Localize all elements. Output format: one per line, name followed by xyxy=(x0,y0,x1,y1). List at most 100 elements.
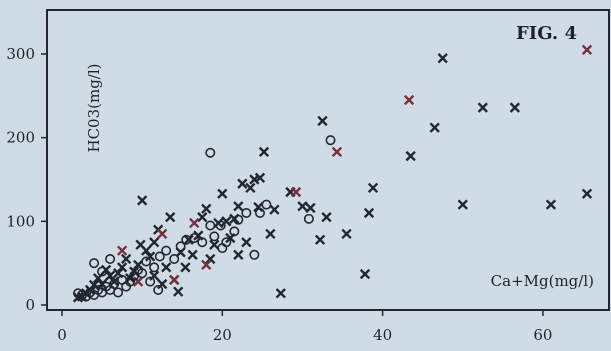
data-point-cross xyxy=(221,216,232,227)
data-point-cross xyxy=(157,228,168,240)
data-point-cross xyxy=(457,199,468,210)
plot-frame xyxy=(46,9,610,311)
data-point-cross xyxy=(403,94,415,106)
data-point-circle xyxy=(145,276,156,287)
data-point-circle xyxy=(229,226,240,237)
data-point-cross xyxy=(135,239,146,250)
cross-stroke xyxy=(258,146,270,158)
cross-stroke xyxy=(241,237,252,248)
cross-stroke xyxy=(217,188,228,199)
data-point-circle xyxy=(113,287,124,298)
data-point-circle xyxy=(261,199,272,210)
data-point-cross xyxy=(145,251,156,262)
data-point-circle xyxy=(169,253,180,264)
cross-stroke xyxy=(213,217,224,229)
cross-stroke xyxy=(297,201,308,212)
data-point-cross xyxy=(173,286,184,297)
data-point-cross xyxy=(183,234,194,245)
data-point-cross xyxy=(581,44,593,55)
data-point-cross xyxy=(108,276,120,287)
data-point-cross xyxy=(405,150,416,162)
cross-stroke xyxy=(317,115,328,127)
data-point-cross xyxy=(132,259,144,270)
cross-stroke xyxy=(165,212,176,223)
data-point-cross xyxy=(213,217,224,229)
data-point-circle xyxy=(215,220,226,231)
cross-stroke xyxy=(290,186,302,198)
data-point-cross xyxy=(258,146,270,158)
y-tick-label: 300 xyxy=(6,45,35,63)
data-point-cross xyxy=(321,212,332,223)
data-point-circle xyxy=(233,214,244,225)
cross-stroke xyxy=(269,204,280,215)
data-point-circle xyxy=(117,274,128,285)
data-point-cross xyxy=(180,262,191,273)
cross-stroke xyxy=(135,239,146,250)
data-point-cross xyxy=(233,201,244,212)
data-point-circle xyxy=(153,284,164,295)
cross-stroke xyxy=(429,122,440,133)
data-point-cross xyxy=(116,262,128,273)
cross-stroke xyxy=(201,203,212,214)
data-point-cross xyxy=(363,207,375,219)
data-point-cross xyxy=(341,228,352,240)
data-point-cross xyxy=(104,270,116,281)
data-point-cross xyxy=(297,201,308,212)
data-point-cross xyxy=(265,228,276,240)
data-point-cross xyxy=(367,182,379,194)
cross-stroke xyxy=(183,234,194,245)
data-point-circle xyxy=(254,207,265,218)
y-tick-label: 100 xyxy=(6,212,35,230)
axis-tick-labels: 0 20 40 60 0 100 200 300 xyxy=(6,45,552,344)
cross-stroke xyxy=(545,199,557,210)
data-point-cross xyxy=(429,122,440,133)
data-point-cross xyxy=(197,212,208,223)
data-point-cross xyxy=(249,174,260,185)
cross-stroke xyxy=(245,182,256,194)
cross-stroke xyxy=(173,286,184,297)
data-point-circle xyxy=(205,220,216,231)
x-tick-label: 40 xyxy=(373,326,392,344)
data-point-circle xyxy=(249,249,260,260)
data-point-circle xyxy=(73,288,84,299)
cross-stroke xyxy=(265,228,276,240)
data-point-cross xyxy=(509,102,521,113)
cross-stroke xyxy=(477,102,488,113)
cross-stroke xyxy=(331,146,343,158)
cross-stroke xyxy=(233,201,244,212)
data-point-cross xyxy=(116,245,128,256)
cross-stroke xyxy=(108,276,120,287)
cross-stroke xyxy=(112,268,124,279)
data-point-cross xyxy=(317,115,328,127)
y-axis-label: HC03(mg/l) xyxy=(85,63,103,152)
data-point-cross xyxy=(187,249,198,260)
data-point-circle xyxy=(205,147,216,158)
cross-stroke xyxy=(169,274,180,286)
cross-stroke xyxy=(363,207,375,219)
data-point-cross xyxy=(157,278,168,290)
data-point-circle xyxy=(325,135,336,146)
data-point-cross xyxy=(545,199,557,210)
cross-stroke xyxy=(581,44,593,55)
cross-stroke xyxy=(137,195,148,206)
data-point-cross xyxy=(161,262,172,273)
cross-stroke xyxy=(116,245,128,256)
data-point-cross xyxy=(269,204,280,215)
data-point-cross xyxy=(241,237,252,248)
data-point-circle xyxy=(89,258,100,269)
data-point-circle xyxy=(241,207,252,218)
cross-stroke xyxy=(197,212,208,223)
cross-stroke xyxy=(132,259,144,270)
cross-stroke xyxy=(145,251,156,262)
data-point-cross xyxy=(581,188,593,199)
cross-stroke xyxy=(314,234,326,245)
data-points xyxy=(72,44,593,303)
axis-ticks xyxy=(41,53,544,316)
x-tick-label: 60 xyxy=(533,326,552,344)
y-tick-label: 200 xyxy=(6,129,35,147)
cross-stroke xyxy=(180,262,191,273)
cross-stroke xyxy=(209,239,220,250)
cross-stroke xyxy=(367,182,379,194)
cross-stroke xyxy=(305,202,316,214)
